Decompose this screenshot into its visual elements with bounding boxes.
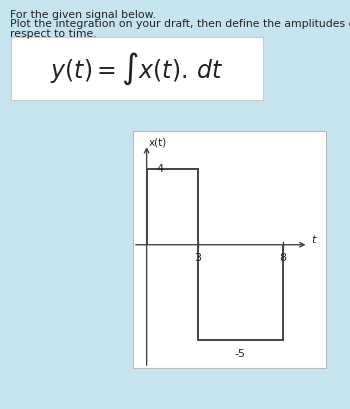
Text: t: t xyxy=(311,235,315,245)
Text: 4: 4 xyxy=(157,164,164,174)
Text: 3: 3 xyxy=(194,253,201,263)
Text: x(t): x(t) xyxy=(149,138,167,148)
Text: respect to time.: respect to time. xyxy=(10,29,97,38)
Text: $y(t) = \int x(t).\, dt$: $y(t) = \int x(t).\, dt$ xyxy=(50,50,223,87)
Text: -5: -5 xyxy=(235,349,246,359)
Text: Plot the integration on your draft, then define the amplitudes of the output sig: Plot the integration on your draft, then… xyxy=(10,19,350,29)
Text: 8: 8 xyxy=(279,253,286,263)
Text: For the given signal below.: For the given signal below. xyxy=(10,10,156,20)
